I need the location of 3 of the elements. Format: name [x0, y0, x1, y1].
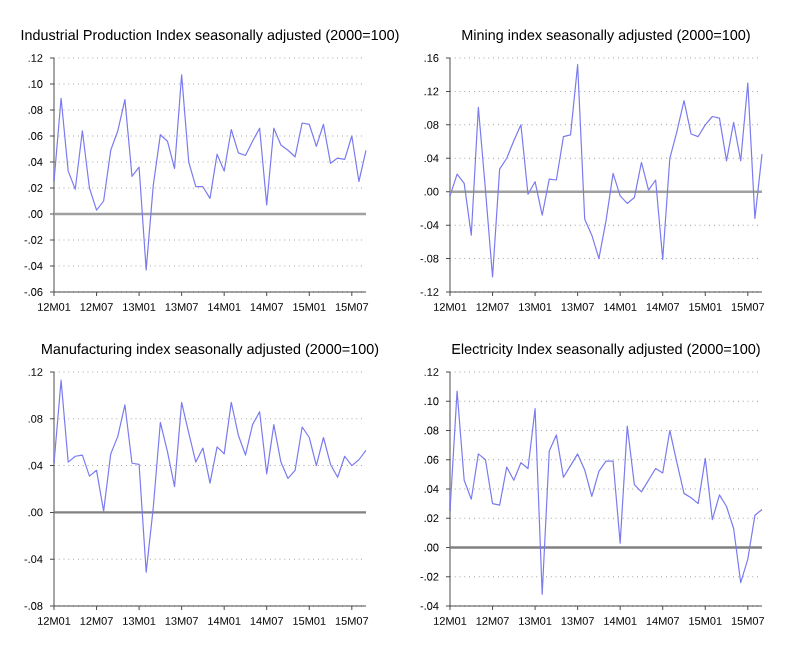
line-series [449, 64, 763, 278]
line-series [53, 379, 367, 573]
line-series [53, 74, 367, 271]
